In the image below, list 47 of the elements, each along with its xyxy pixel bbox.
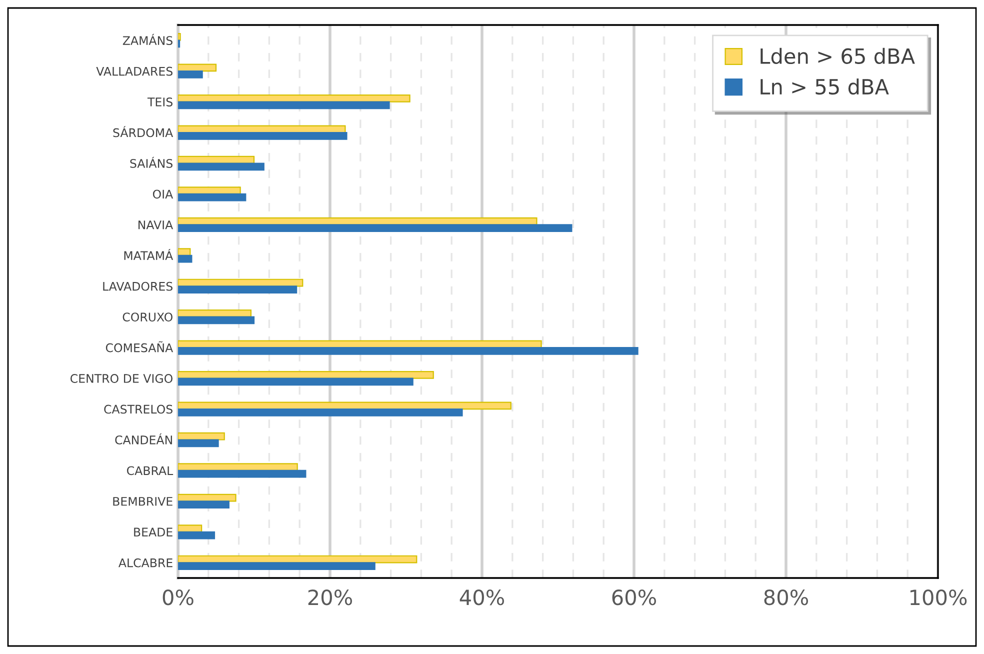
- bar: [178, 316, 255, 324]
- x-tick-label: 60%: [612, 589, 656, 606]
- bar: [178, 70, 203, 78]
- bar: [178, 94, 410, 102]
- bar: [178, 193, 246, 202]
- legend-label: Lden > 65 dBA: [760, 48, 915, 64]
- y-tick-label: SAIÁNS: [130, 156, 172, 168]
- bar: [178, 33, 181, 41]
- y-tick-label: ALCABRE: [118, 558, 172, 568]
- y-tick-label: BEADE: [134, 528, 172, 536]
- bar: [178, 439, 219, 448]
- y-tick-label: TEIS: [147, 98, 172, 106]
- bar: [178, 286, 298, 294]
- bar: [178, 224, 572, 232]
- bar: [178, 254, 192, 263]
- bar: [178, 408, 463, 416]
- y-tick-label: LAVADORES: [103, 282, 172, 291]
- x-tick-label: 0%: [162, 589, 194, 606]
- bar: [178, 347, 638, 355]
- x-tick-label: 40%: [460, 589, 504, 606]
- bar: [178, 378, 414, 386]
- bar: [178, 370, 434, 379]
- y-tick-label: CENTRO DE VIGO: [70, 374, 172, 383]
- x-tick-label: 20%: [308, 589, 352, 606]
- bar: [178, 162, 264, 171]
- y-tick-label: CANDEÁN: [115, 433, 172, 444]
- bar: [178, 132, 348, 140]
- bar: [178, 500, 230, 509]
- y-tick-label: COMESAÑA: [106, 341, 174, 352]
- legend-label: Ln > 55 dBA: [760, 78, 889, 95]
- bar: [178, 562, 376, 570]
- x-tick-label: 100%: [910, 589, 967, 606]
- y-tick-label: CABRAL: [127, 466, 174, 476]
- y-tick-label: MATAMÁ: [124, 248, 174, 260]
- bar: [178, 402, 512, 410]
- bar: [178, 531, 216, 540]
- y-tick-label: VALLADARES: [96, 66, 172, 76]
- bar: [178, 101, 390, 110]
- y-tick-label: SÁRDOMA: [113, 126, 174, 138]
- y-tick-label: CASTRELOS: [104, 404, 172, 414]
- y-tick-label: NAVIA: [138, 220, 174, 230]
- bar: [178, 470, 306, 478]
- y-tick-label: OIA: [152, 190, 174, 199]
- y-tick-label: BEMBRIVE: [113, 497, 172, 506]
- y-tick-label: ZAMÁNS: [122, 34, 172, 46]
- x-tick-label: 80%: [764, 589, 808, 606]
- y-tick-label: CORUXO: [122, 312, 172, 322]
